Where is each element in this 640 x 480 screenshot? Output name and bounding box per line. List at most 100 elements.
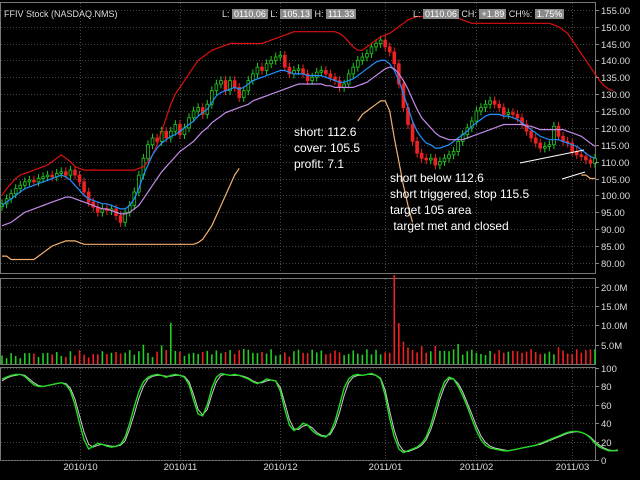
stoch-tick-label: 100: [601, 364, 617, 375]
candle-up: [547, 144, 552, 147]
candle-down: [287, 66, 292, 75]
candle-up: [374, 43, 378, 48]
candle-up: [378, 39, 383, 44]
candle-up: [27, 179, 32, 183]
candle-down: [328, 73, 333, 78]
readout-h-value: 111.33: [326, 9, 357, 19]
candle-down: [579, 154, 584, 157]
candle-down: [556, 125, 561, 137]
candle-up: [255, 66, 260, 75]
price-panel: [0, 2, 596, 274]
stoch-tick-label: 80: [601, 382, 612, 393]
candle-up: [45, 174, 50, 178]
volume-tick-label: 15.0M: [601, 302, 627, 313]
candle-down: [82, 181, 86, 193]
candle-up: [219, 80, 223, 85]
candle-down: [324, 70, 328, 75]
price-tick-label: 105.00: [601, 175, 630, 186]
candle-down: [515, 113, 520, 119]
change-readout: L: 0110.06 CH: +1.89 CH%: 1.75%: [413, 9, 565, 19]
candle-down: [232, 80, 237, 88]
stoch-tick-label: 60: [601, 401, 612, 412]
candle-up: [241, 90, 246, 98]
annotation-line: short below 112.6: [390, 171, 484, 185]
price-tick-label: 155.00: [601, 6, 630, 17]
candle-down: [492, 100, 497, 105]
annotation-line: short: 112.6: [294, 125, 357, 139]
price-tick-label: 135.00: [601, 73, 630, 84]
trendline: [519, 149, 586, 180]
candle-up: [23, 181, 27, 186]
candle-down: [584, 156, 588, 161]
stoch-tick-label: 20: [601, 438, 612, 449]
candle-up: [474, 110, 479, 122]
candle-up: [13, 188, 18, 195]
chart-title: FFIV Stock (NASDAQ.NMS): [4, 9, 118, 19]
annotation-line: target met and closed: [390, 219, 509, 233]
readout-l-value: 0110.06: [232, 9, 268, 19]
slow-ma-line: [1, 66, 596, 227]
candle-up: [214, 83, 219, 92]
candle-down: [588, 159, 593, 164]
annotation-line: short triggered, stop 115.5: [390, 187, 530, 201]
price-tick-label: 125.00: [601, 107, 630, 118]
price-tick-label: 150.00: [601, 23, 630, 34]
candle-down: [77, 174, 82, 183]
readout-chp-value: 1.75%: [534, 9, 565, 19]
price-tick-label: 115.00: [601, 141, 629, 152]
candle-up: [355, 59, 360, 68]
readout-l-label: L:: [222, 9, 230, 19]
candle-down: [305, 73, 310, 82]
candle-up: [173, 124, 178, 132]
x-tick-label: 2011/03: [556, 462, 590, 473]
candle-down: [424, 157, 429, 161]
price-tick-label: 95.00: [601, 208, 625, 219]
candle-down: [570, 142, 574, 152]
volume-tick-label: 5.0M: [601, 341, 622, 352]
volume-tick-label: 20.0M: [601, 283, 627, 294]
candle-down: [383, 39, 387, 48]
candle-down: [260, 66, 264, 71]
readout-l2-value: 105.13: [280, 9, 312, 19]
candle-up: [314, 71, 319, 78]
candle-down: [86, 191, 91, 203]
candle-up: [18, 184, 23, 190]
price-tick-label: 85.00: [601, 242, 625, 253]
readout-l2-label: L:: [270, 9, 278, 19]
price-readout: L: 0110.06 L: 105.13 H: 111.33: [222, 9, 357, 19]
x-tick-label: 2010/12: [263, 462, 297, 473]
candle-up: [543, 146, 547, 149]
price-tick-label: 100.00: [601, 191, 630, 202]
candle-down: [32, 179, 36, 183]
candle-down: [73, 169, 77, 176]
lower-band-line: [2, 100, 595, 261]
candle-up: [246, 80, 251, 92]
candle-up: [196, 107, 200, 112]
candle-up: [296, 68, 301, 71]
candle-down: [392, 51, 397, 65]
readout-ch-value: +1.89: [479, 9, 507, 19]
candle-up: [264, 63, 269, 71]
candle-up: [187, 117, 191, 129]
candle-up: [68, 169, 73, 176]
candle-up: [210, 90, 214, 105]
candle-up: [36, 178, 41, 183]
candle-up: [59, 171, 64, 174]
candle-up: [438, 161, 442, 166]
stoch-k-line: [1, 372, 618, 454]
annotation-trade-2: short below 112.6 short triggered, stop …: [390, 170, 529, 234]
candle-up: [365, 53, 369, 58]
candle-down: [178, 124, 182, 136]
candle-up: [479, 107, 483, 112]
candle-down: [419, 152, 424, 159]
candle-up: [369, 46, 374, 55]
candle-up: [447, 154, 451, 159]
candle-down: [301, 68, 305, 75]
candle-down: [511, 112, 515, 115]
candle-down: [433, 157, 438, 166]
annotation-trade-1: short: 112.6 cover: 105.5 profit: 7.1: [294, 124, 360, 172]
annotation-line: target 105 area: [390, 203, 472, 217]
candle-up: [278, 54, 283, 58]
candle-up: [123, 211, 127, 223]
